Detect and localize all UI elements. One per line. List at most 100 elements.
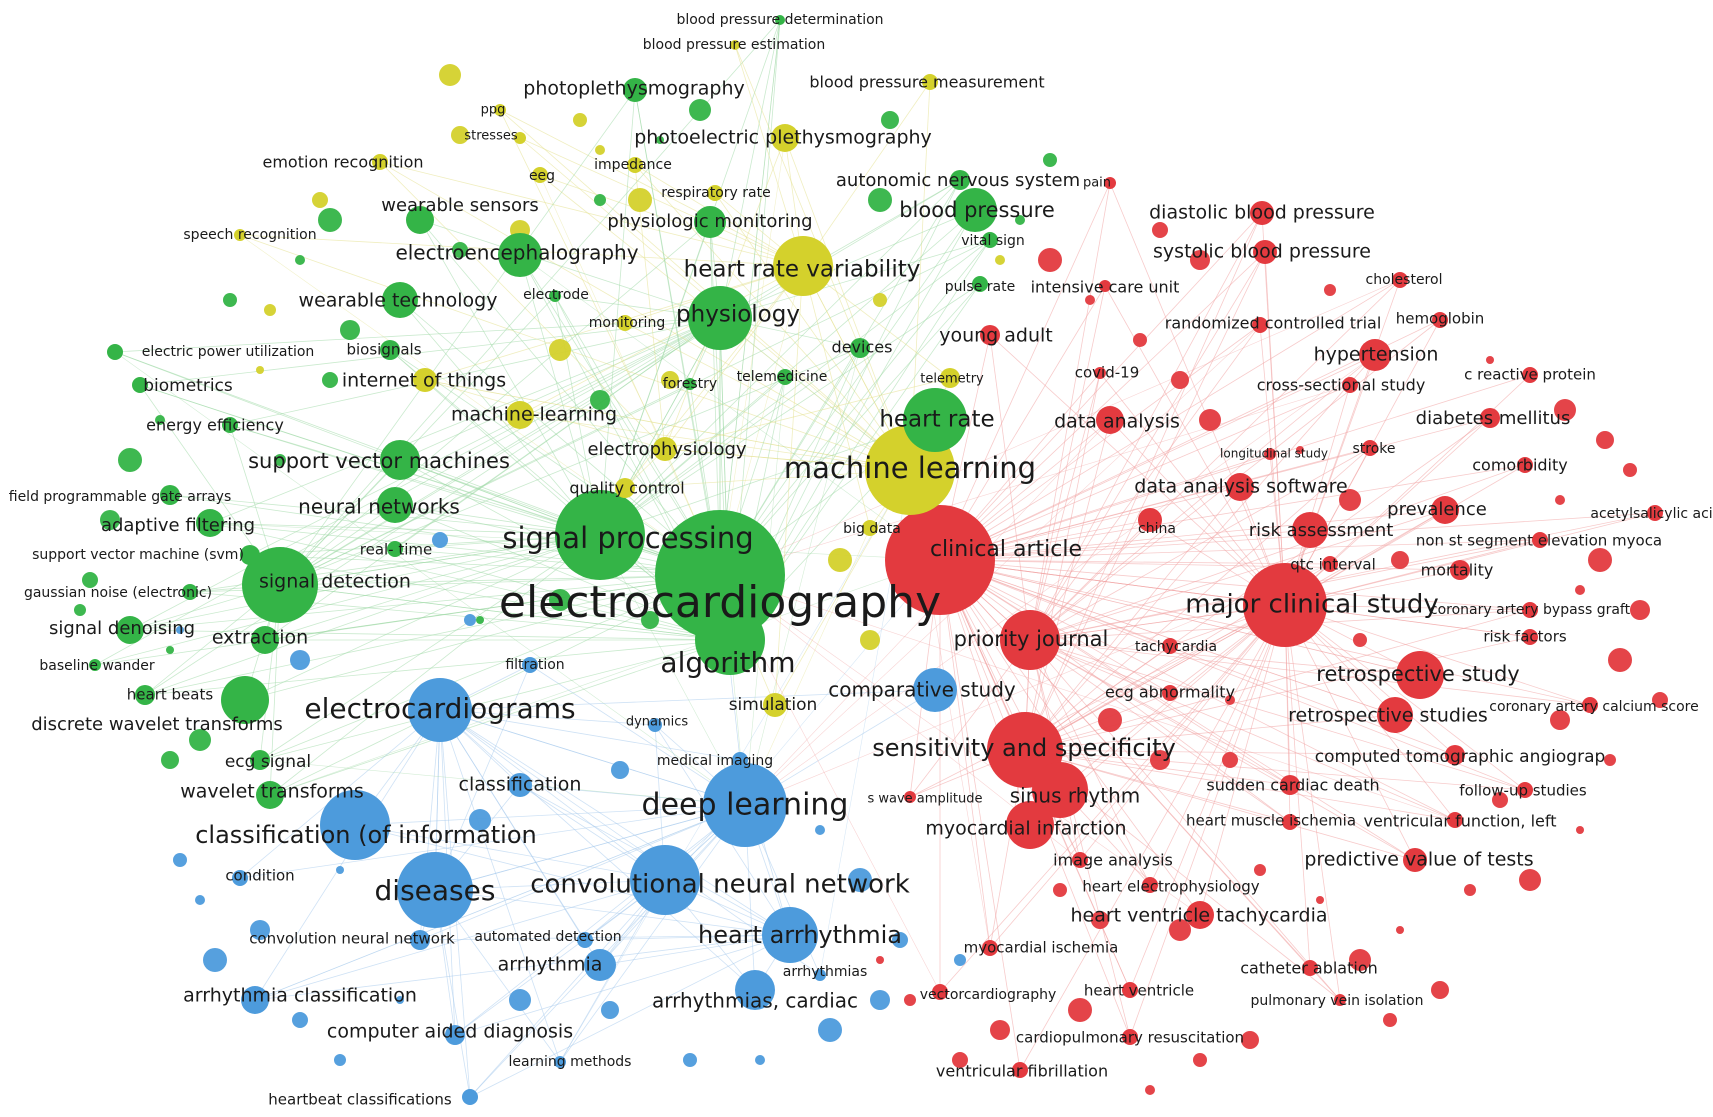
keyword-node-electrode[interactable] bbox=[549, 290, 561, 302]
keyword-node-comorbidity[interactable] bbox=[1517, 457, 1533, 473]
keyword-node-baseline-wander[interactable] bbox=[89, 659, 101, 671]
keyword-node-svm-paren[interactable] bbox=[240, 545, 260, 565]
keyword-node-ecg-signal[interactable] bbox=[250, 750, 270, 770]
keyword-node-image-analysis[interactable] bbox=[1072, 852, 1088, 868]
keyword-node-vital-sign[interactable] bbox=[982, 232, 998, 248]
keyword-node-eeg[interactable] bbox=[532, 167, 548, 183]
keyword-node-systolic-bp[interactable] bbox=[1253, 240, 1277, 264]
keyword-node-arrhythmia-classification[interactable] bbox=[241, 986, 269, 1014]
keyword-node-myocardial-ischemia[interactable] bbox=[982, 940, 998, 956]
keyword-node-china[interactable] bbox=[1138, 508, 1162, 532]
keyword-node-risk-factors[interactable] bbox=[1522, 629, 1538, 645]
keyword-node-sudden-cardiac-death[interactable] bbox=[1280, 775, 1300, 795]
keyword-node-adaptive-filtering[interactable] bbox=[196, 509, 224, 537]
keyword-node-electrocardiograms[interactable] bbox=[408, 678, 472, 742]
keyword-node-speech-recognition[interactable] bbox=[234, 229, 246, 241]
keyword-node-physiologic-monitoring[interactable] bbox=[694, 206, 726, 238]
keyword-node-cpr[interactable] bbox=[1122, 1029, 1138, 1045]
keyword-node-cabg[interactable] bbox=[1522, 602, 1538, 618]
keyword-node-dynamics[interactable] bbox=[648, 718, 662, 732]
keyword-node-catheter-ablation[interactable] bbox=[1302, 960, 1318, 976]
keyword-node-electrocardiography[interactable] bbox=[655, 510, 785, 640]
keyword-node-hrv[interactable] bbox=[773, 236, 833, 296]
keyword-node-ct-angiograp[interactable] bbox=[1445, 745, 1465, 765]
keyword-node-arrhythmias-cardiac[interactable] bbox=[735, 970, 775, 1010]
keyword-node-monitoring[interactable] bbox=[617, 315, 633, 331]
keyword-node-heart-muscle-ischemia[interactable] bbox=[1282, 814, 1298, 830]
keyword-node-cnn[interactable] bbox=[630, 845, 700, 915]
keyword-node-forestry[interactable] bbox=[684, 378, 696, 390]
keyword-node-computer-aided-diagnosis[interactable] bbox=[445, 1025, 465, 1045]
keyword-node-photoelectric-ppg[interactable] bbox=[771, 124, 799, 152]
keyword-node-retrospective-studies[interactable] bbox=[1377, 697, 1413, 733]
keyword-node-heart-ventricle[interactable] bbox=[1122, 982, 1138, 998]
keyword-node-ppg[interactable] bbox=[494, 104, 506, 116]
keyword-node-signal-processing[interactable] bbox=[555, 490, 645, 580]
keyword-node-diabetes[interactable] bbox=[1480, 408, 1500, 428]
keyword-node-classification[interactable] bbox=[508, 773, 532, 797]
keyword-node-diseases[interactable] bbox=[397, 852, 473, 928]
keyword-node-heartbeat-classifications[interactable] bbox=[462, 1089, 478, 1105]
keyword-node-condition[interactable] bbox=[232, 870, 248, 886]
keyword-node-signal-detection[interactable] bbox=[242, 547, 318, 623]
keyword-node-automated-detection[interactable] bbox=[577, 932, 593, 948]
keyword-node-convolution-neural-network[interactable] bbox=[410, 930, 430, 950]
keyword-node-stresses[interactable] bbox=[514, 132, 526, 144]
keyword-node-ecg-abnormality[interactable] bbox=[1162, 685, 1178, 701]
keyword-node-iot[interactable] bbox=[413, 368, 437, 392]
keyword-node-hemoglobin[interactable] bbox=[1432, 312, 1448, 328]
keyword-node-photoplethysmography[interactable] bbox=[623, 78, 647, 102]
keyword-node-signal-denoising[interactable] bbox=[116, 616, 144, 644]
keyword-node-eeg-long[interactable] bbox=[498, 233, 542, 277]
keyword-node-ventricular-function[interactable] bbox=[1447, 812, 1463, 828]
keyword-node-filtration[interactable] bbox=[522, 657, 538, 673]
keyword-node-arrhythmias[interactable] bbox=[814, 969, 826, 981]
keyword-node-real-time[interactable] bbox=[387, 541, 403, 557]
keyword-node-retrospective-study[interactable] bbox=[1396, 651, 1444, 699]
keyword-node-vectorcardiography[interactable] bbox=[932, 984, 948, 1000]
keyword-node-cholesterol[interactable] bbox=[1392, 272, 1408, 288]
keyword-node-electric-power[interactable] bbox=[107, 344, 123, 360]
keyword-node-physiology[interactable] bbox=[688, 286, 752, 350]
keyword-node-svms[interactable] bbox=[380, 440, 420, 480]
keyword-node-respiratory-rate[interactable] bbox=[707, 185, 723, 201]
keyword-node-cross-sectional[interactable] bbox=[1342, 377, 1358, 393]
keyword-node-follow-up[interactable] bbox=[1517, 782, 1533, 798]
keyword-node-fpga[interactable] bbox=[160, 485, 180, 505]
keyword-node-myocardial-infarction[interactable] bbox=[1006, 801, 1054, 849]
keyword-node-big-data[interactable] bbox=[862, 520, 878, 536]
keyword-node-stroke[interactable] bbox=[1362, 440, 1378, 456]
keyword-node-sinus-rhythm[interactable] bbox=[1032, 762, 1088, 818]
keyword-node-wearable-technology[interactable] bbox=[382, 282, 418, 318]
keyword-node-blood-pressure[interactable] bbox=[953, 188, 997, 232]
keyword-node-telemetry[interactable] bbox=[940, 368, 960, 388]
keyword-node-longitudinal[interactable] bbox=[1264, 448, 1276, 460]
keyword-node-machine-learning-hyphen[interactable] bbox=[506, 401, 534, 429]
keyword-node-comparative-study[interactable] bbox=[913, 668, 957, 712]
keyword-node-bp-measurement[interactable] bbox=[922, 74, 938, 90]
keyword-node-bp-estimation[interactable] bbox=[730, 40, 740, 50]
keyword-node-discrete-wavelet-transforms[interactable] bbox=[221, 676, 269, 724]
keyword-node-learning-methods[interactable] bbox=[554, 1056, 566, 1068]
keyword-node-simulation[interactable] bbox=[763, 693, 787, 717]
keyword-node-tachycardia[interactable] bbox=[1162, 638, 1178, 654]
keyword-node-predictive-value[interactable] bbox=[1403, 848, 1427, 872]
keyword-node-major-clinical-study[interactable] bbox=[1243, 563, 1327, 647]
keyword-node-pain[interactable] bbox=[1104, 177, 1116, 189]
keyword-node-data-analysis[interactable] bbox=[1096, 406, 1124, 434]
keyword-node-gaussian-noise[interactable] bbox=[182, 584, 198, 600]
keyword-node-heart-rate[interactable] bbox=[903, 388, 967, 452]
keyword-node-clinical-article[interactable] bbox=[885, 505, 995, 615]
keyword-node-extraction[interactable] bbox=[251, 626, 279, 654]
keyword-node-emotion-recognition[interactable] bbox=[372, 154, 388, 170]
keyword-node-deep-learning[interactable] bbox=[703, 763, 787, 847]
keyword-node-biosignals[interactable] bbox=[380, 340, 400, 360]
keyword-node-bp-determination[interactable] bbox=[775, 15, 785, 25]
keyword-node-neural-networks[interactable] bbox=[377, 487, 413, 523]
keyword-node-quality-control[interactable] bbox=[615, 478, 635, 498]
keyword-node-mortality[interactable] bbox=[1450, 560, 1470, 580]
keyword-node-arrhythmia[interactable] bbox=[584, 949, 616, 981]
keyword-node-risk-assessment[interactable] bbox=[1292, 512, 1328, 548]
keyword-node-devices[interactable] bbox=[850, 338, 870, 358]
keyword-node-qtc[interactable] bbox=[1322, 556, 1338, 572]
